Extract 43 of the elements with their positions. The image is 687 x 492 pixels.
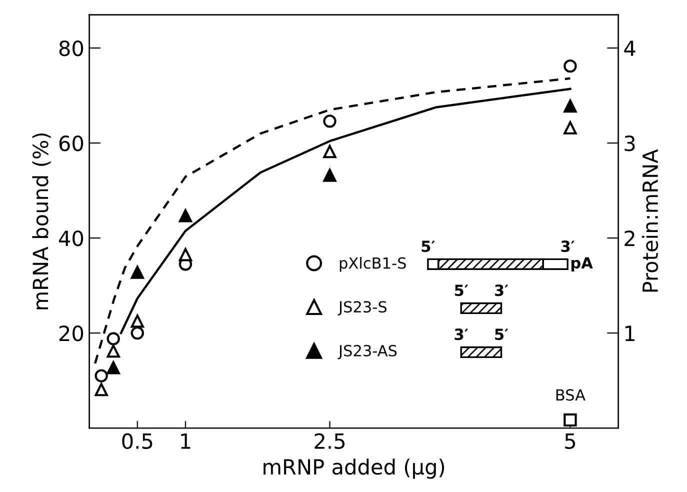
point [130,326,144,340]
point [94,369,108,382]
y-tick-label: 80 [59,40,84,56]
y-tick-label: 40 [58,230,84,246]
annotation: 3′ [494,284,508,296]
y2-tick-label: 2 [624,230,634,246]
point [106,361,120,374]
point [564,413,577,427]
y-tick-label: 60 [59,135,84,152]
point [564,59,577,73]
legend-label: JS23-S [338,301,387,316]
point [564,121,577,134]
y-axis-title: mRNA bound (%) [32,133,51,310]
legend-label: pXlcB1-S [340,256,406,272]
point [106,344,120,358]
point [106,332,120,346]
x-tick-label: 5 [565,434,576,450]
point [178,209,192,222]
point [178,248,192,262]
series-label: BSA [556,389,586,401]
annotation: pA [571,257,593,272]
annotation: 5′ [495,328,508,340]
point [323,114,336,128]
x-tick-label: 1 [181,434,190,449]
point [564,99,577,113]
y-tick-label: 20 [59,325,84,342]
annotation: 3′ [561,240,575,252]
legend-label: JS23-AS [338,344,397,360]
x-tick-label: 0.5 [122,433,152,450]
point [323,144,336,158]
annotation: 5′ [454,284,468,296]
point [323,168,336,182]
x-axis-title: mRNP added (μg) [264,458,444,479]
point [130,266,144,279]
x-tick-label: 2.5 [314,433,345,450]
annotation: 5′ [422,240,435,252]
y2-tick-label: 3 [624,135,635,152]
point [130,314,144,328]
point [94,382,108,396]
annotation: 3′ [454,328,468,340]
y2-tick-label: 4 [624,40,636,56]
y2-axis-title: Protein:mRNA [642,149,658,292]
y2-tick-label: 1 [625,326,634,341]
